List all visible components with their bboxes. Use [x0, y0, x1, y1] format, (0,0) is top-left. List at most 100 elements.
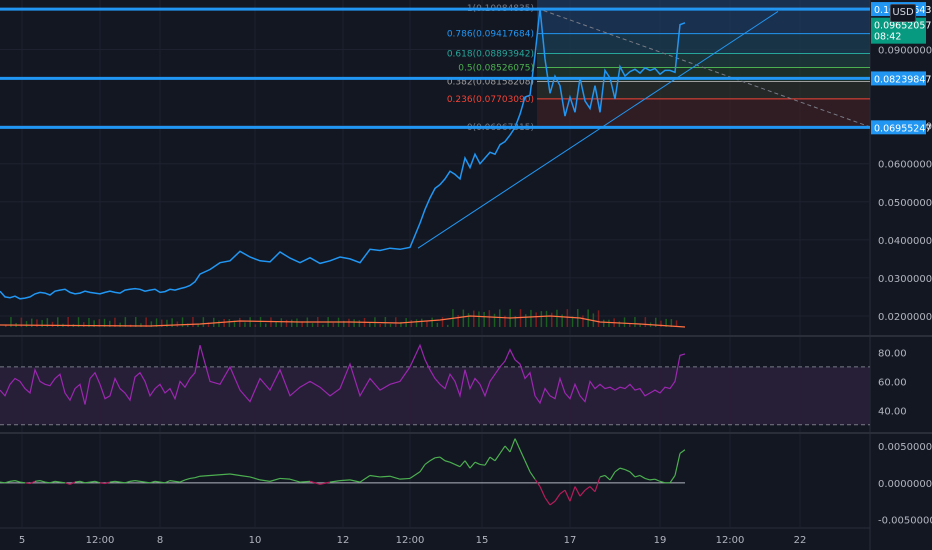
time-axis-tick: 12:00 [86, 535, 115, 546]
macd-segment [449, 461, 456, 465]
volume-bar [421, 318, 423, 327]
fib-zone [537, 0, 870, 9]
volume-bar [181, 317, 184, 327]
volume-bar [171, 318, 173, 327]
fib-zone [537, 81, 870, 99]
macd-segment [134, 480, 141, 482]
volume-bar [109, 320, 111, 327]
macd-segment [79, 480, 86, 484]
volume-bar [202, 317, 205, 327]
volume-bar [389, 323, 392, 327]
macd-segment [139, 480, 146, 483]
volume-bar [187, 323, 189, 327]
macd-segment [0, 481, 6, 484]
trend-line[interactable] [417, 11, 779, 249]
volume-bar [311, 323, 314, 327]
fib-trend-dashed [536, 7, 871, 128]
macd-segment [149, 480, 156, 484]
fib-zone [537, 8, 870, 34]
macd-segment [429, 457, 436, 462]
macd-segment [599, 474, 606, 478]
volume-bar [301, 321, 303, 327]
macd-segment [469, 461, 476, 469]
macd-segment [199, 474, 211, 477]
macd-segment [279, 477, 291, 480]
volume-bar [525, 314, 527, 327]
volume-bar [46, 318, 49, 327]
volume-bar [36, 319, 38, 327]
volume-bar [431, 317, 433, 327]
volume-bar [545, 310, 548, 327]
volume-bar [103, 318, 106, 327]
macd-segment [504, 445, 511, 453]
volume-bar [343, 320, 345, 327]
volume-bar [540, 311, 543, 327]
macd-segment [44, 481, 51, 484]
macd-segment [399, 477, 411, 480]
volume-bar [93, 320, 95, 327]
macd-segment [569, 486, 576, 502]
currency-button[interactable]: USD [890, 4, 916, 22]
volume-bar [447, 324, 449, 327]
macd-segment [174, 480, 181, 483]
macd-segment [604, 475, 611, 481]
volume-bar [582, 315, 584, 327]
macd-segment [529, 471, 536, 480]
macd-segment [299, 480, 311, 483]
macd-segment [524, 460, 531, 473]
volume-bar [348, 318, 350, 327]
volume-bar [150, 321, 153, 327]
price-tag-box [871, 120, 926, 135]
macd-segment [184, 477, 191, 481]
macd-segment [434, 456, 441, 459]
macd-segment [59, 481, 66, 484]
time-axis-tick: 12:00 [716, 535, 745, 546]
volume-bar [192, 317, 194, 327]
volume-bar [57, 317, 59, 327]
rsi-axis-tick: 40.00 [878, 406, 907, 417]
time-axis-tick: 5 [19, 535, 25, 546]
volume-bar [176, 321, 179, 327]
volume-bar [223, 318, 225, 327]
macd-segment [649, 478, 656, 481]
fib-level-label: 0.618(0.08893942) [447, 50, 534, 60]
macd-segment [104, 481, 111, 485]
macd-segment [389, 475, 401, 480]
macd-segment [89, 480, 96, 483]
volume-bar [566, 309, 569, 327]
volume-bar [597, 310, 600, 327]
volume-bar [161, 319, 163, 327]
volume-bar [25, 321, 28, 327]
volume-bar [493, 313, 496, 327]
volume-bar [535, 312, 537, 327]
macd-segment [24, 482, 31, 485]
macd-segment [494, 453, 501, 462]
volume-bar [119, 322, 121, 327]
macd-segment [629, 471, 636, 478]
macd-segment [544, 497, 551, 506]
time-axis-tick: 17 [564, 535, 577, 546]
volume-bar [634, 317, 636, 327]
volume-bar [551, 312, 553, 327]
volume-bar [280, 318, 283, 327]
macd-segment [14, 480, 21, 483]
volume-ma-line [0, 315, 686, 328]
macd-segment [444, 460, 451, 463]
macd-segment [499, 445, 506, 454]
macd-segment [489, 456, 496, 462]
fib-level-label: 0.786(0.09417684) [447, 30, 534, 40]
macd-segment [464, 460, 471, 469]
volume-bar [67, 317, 69, 327]
fib-zone [537, 98, 870, 127]
volume-bar [259, 317, 262, 327]
fib-level-label: 0.382(0.08158208) [447, 78, 534, 88]
volume-bar [254, 324, 257, 327]
macd-segment [259, 479, 271, 482]
macd-segment [69, 481, 76, 485]
time-axis-tick: 10 [249, 535, 262, 546]
